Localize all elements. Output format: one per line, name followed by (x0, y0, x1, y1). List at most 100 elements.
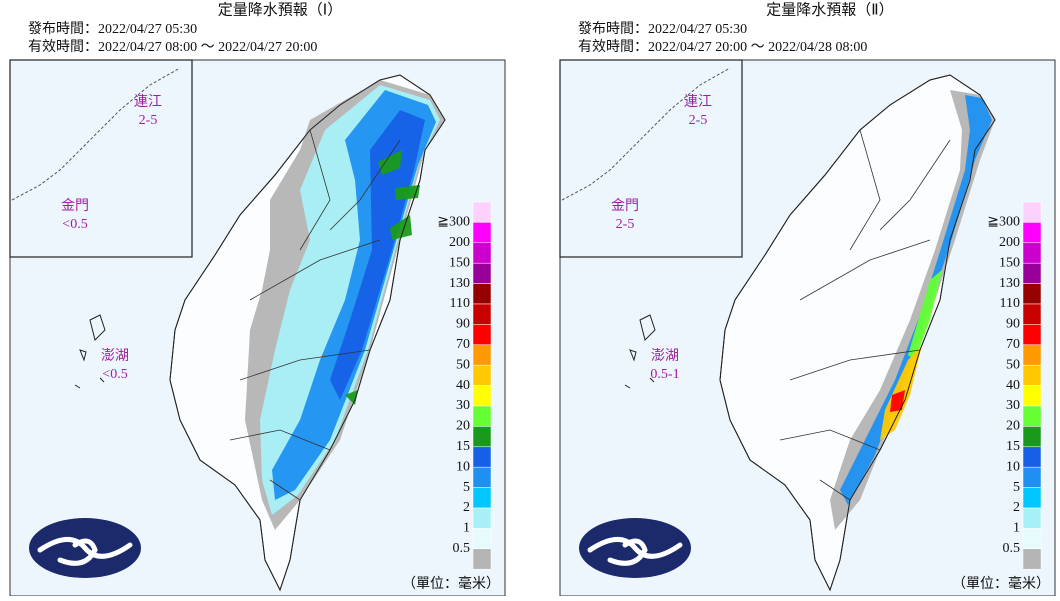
inset-box (9, 59, 193, 258)
panel-title: 定量降水預報（Ⅱ） (766, 1, 893, 18)
legend-swatch (1022, 548, 1042, 570)
legend-swatch (472, 262, 492, 284)
legend-swatch (1022, 344, 1042, 366)
inset-name: 澎湖 (101, 348, 129, 364)
penghu-islands (624, 314, 656, 389)
inset-value: 2-5 (689, 113, 708, 128)
legend-label: 90 (456, 317, 470, 332)
legend-swatch (1022, 262, 1042, 284)
legend-swatch (1022, 222, 1042, 244)
legend-label: 30 (1006, 398, 1020, 413)
legend-swatch (472, 344, 492, 366)
legend-swatch (472, 222, 492, 244)
forecast-panel: 定量降水預報（Ⅰ） 發布時間：2022/04/27 05:30 有效時間：2022/… (9, 1, 506, 597)
legend-label: ≧300 (437, 215, 470, 230)
rain-area (908, 270, 942, 360)
legend-label: 20 (456, 419, 470, 434)
legend-swatch (472, 446, 492, 468)
legend-swatch (1022, 324, 1042, 346)
inset-value: 0.5-1 (650, 367, 679, 382)
panel-title: 定量降水預報（Ⅰ） (218, 1, 342, 18)
legend-label: 5 (463, 480, 470, 495)
valid-time: 有效時間：2022/04/27 08:00 ～ 2022/04/27 20:00 (28, 39, 317, 55)
legend-label: 200 (449, 235, 470, 250)
legend-label: 2 (463, 500, 470, 515)
legend-swatch (472, 283, 492, 305)
valid-time: 有效時間：2022/04/27 20:00 ～ 2022/04/28 08:00 (578, 39, 867, 55)
legend-label: 130 (999, 276, 1020, 291)
issued-time: 發布時間：2022/04/27 05:30 (28, 21, 197, 37)
legend-swatch (472, 426, 492, 448)
legend-swatch (1022, 426, 1042, 448)
legend-swatch (1022, 283, 1042, 305)
legend-swatch (472, 548, 492, 570)
inset-name: 金門 (61, 198, 89, 214)
legend-swatch (472, 364, 492, 386)
legend-swatch (472, 385, 492, 407)
legend-label: 110 (450, 296, 470, 311)
legend-swatch (472, 528, 492, 550)
unit-label: （單位：毫米） (402, 575, 500, 592)
legend-swatch (1022, 405, 1042, 427)
legend-swatch (472, 487, 492, 509)
cwb-logo-swirl (37, 537, 133, 566)
coastline (11, 67, 181, 201)
legend-label: 2 (1013, 500, 1020, 515)
legend-label: 30 (456, 398, 470, 413)
legend-label: 50 (1006, 357, 1020, 372)
legend-label: 1 (463, 521, 470, 536)
legend-label: 5 (1013, 480, 1020, 495)
legend-label: 10 (1006, 459, 1020, 474)
legend-label: 15 (1006, 439, 1020, 454)
legend-label: 90 (1006, 317, 1020, 332)
legend-label: 50 (456, 357, 470, 372)
legend-label: 10 (456, 459, 470, 474)
legend-label: 20 (1006, 419, 1020, 434)
legend-swatch (472, 405, 492, 427)
legend-swatch (1022, 446, 1042, 468)
rain-area (840, 95, 992, 505)
legend-swatch (1022, 303, 1042, 325)
forecast-panel: 定量降水預報（Ⅱ） 發布時間：2022/04/27 05:30 有效時間：2022/… (559, 1, 1056, 597)
unit-label: （單位：毫米） (952, 575, 1050, 592)
inset-name: 連江 (684, 94, 712, 110)
legend-swatch (1022, 364, 1042, 386)
inset-box (559, 59, 743, 258)
penghu-islands (74, 314, 106, 389)
legend-label: 40 (1006, 378, 1020, 393)
legend-label: 150 (449, 255, 470, 270)
legend-label: 200 (999, 235, 1020, 250)
legend-swatch (1022, 242, 1042, 264)
legend-swatch (1022, 201, 1042, 223)
legend-label: 110 (1000, 296, 1020, 311)
legend-label: 15 (456, 439, 470, 454)
rain-area (330, 110, 425, 400)
legend-swatch (472, 324, 492, 346)
legend-label: 150 (999, 255, 1020, 270)
inset-value: <0.5 (62, 217, 87, 232)
legend-label: 70 (1006, 337, 1020, 352)
legend-swatch (1022, 385, 1042, 407)
legend-swatch (1022, 528, 1042, 550)
inset-value: 2-5 (616, 217, 635, 232)
legend-swatch (1022, 487, 1042, 509)
legend-label: 0.5 (453, 541, 471, 556)
legend-label: 1 (1013, 521, 1020, 536)
inset-value: 2-5 (139, 113, 158, 128)
legend-swatch (1022, 507, 1042, 529)
inset-name: 連江 (134, 94, 162, 110)
cwb-logo-swirl (587, 537, 683, 566)
issued-time: 發布時間：2022/04/27 05:30 (578, 21, 747, 37)
legend-label: 0.5 (1003, 541, 1021, 556)
coastline (561, 67, 731, 201)
legend-swatch (1022, 466, 1042, 488)
county-borders (229, 129, 401, 501)
legend-swatch (472, 466, 492, 488)
taiwan-outline (719, 74, 996, 592)
inset-name: 金門 (611, 198, 639, 214)
legend-label: 130 (449, 276, 470, 291)
taiwan-outline (169, 74, 446, 592)
legend-label: 40 (456, 378, 470, 393)
legend-label: ≧300 (987, 215, 1020, 230)
